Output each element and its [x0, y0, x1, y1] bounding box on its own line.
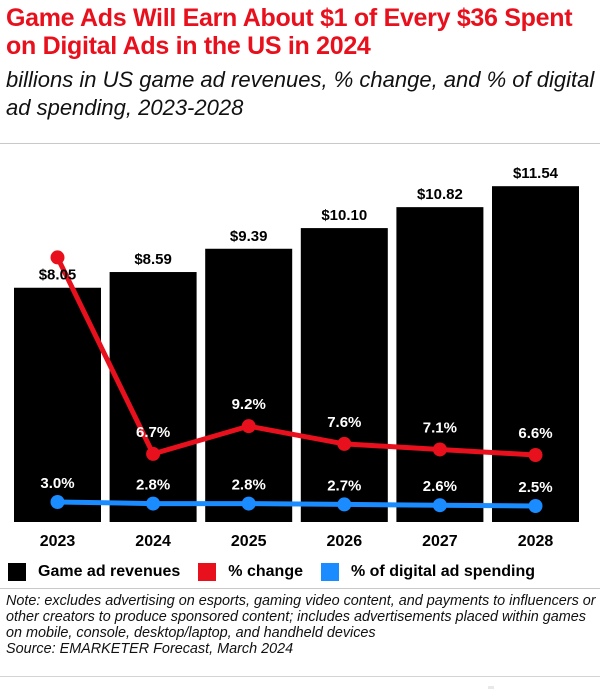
point-percent-digital-2027	[432, 498, 447, 513]
legend-label: % change	[228, 563, 303, 580]
point-percent-digital-2026	[337, 497, 352, 512]
percent-change-label-2027: 7.1%	[423, 419, 457, 436]
x-axis-ticks: 2023 2024 2025 2026 2027 2028	[40, 533, 554, 550]
bar-value-label-2023: $8.05	[39, 267, 77, 284]
bar-value-label-2025: $9.39	[230, 228, 268, 245]
label-group: $8.05 $8.59 $9.39 $10.10 $10.82 $11.54 24.4% 6.…	[36, 165, 558, 496]
x-tick-2026: 2026	[327, 533, 363, 550]
line-percent-digital	[55, 499, 538, 509]
x-tick-2027: 2027	[422, 533, 458, 550]
legend-item-game-ad-revenues: Game ad revenues	[8, 563, 180, 581]
point-percent-change-2025	[241, 419, 256, 434]
percent-digital-label-2025: 2.8%	[232, 477, 266, 494]
point-percent-digital-2025	[241, 496, 256, 511]
percent-change-label-2024: 6.7%	[136, 424, 170, 441]
footer-mark	[488, 686, 494, 689]
chart-area: $8.05 $8.59 $9.39 $10.10 $10.82 $11.54 24.4% 6.…	[14, 165, 579, 550]
point-percent-digital-2024	[146, 496, 161, 511]
bar-2025	[205, 248, 293, 522]
legend-swatch-red	[198, 563, 217, 581]
legend-swatch-black	[8, 563, 26, 581]
line-percent-change	[55, 254, 538, 458]
point-percent-change-2027	[432, 442, 447, 457]
legend-item-percent-change: % change	[198, 563, 303, 581]
bar-value-label-2026: $10.10	[321, 207, 367, 224]
x-tick-2025: 2025	[231, 533, 267, 550]
point-percent-digital-2028	[528, 499, 543, 513]
percent-change-label-2028: 6.6%	[518, 425, 552, 442]
legend: Game ad revenues % change % of digital a…	[8, 560, 598, 584]
percent-digital-label-2023: 3.0%	[40, 475, 74, 492]
x-tick-2024: 2024	[135, 533, 171, 550]
chart-title: Game Ads Will Earn About $1 of Every $36…	[6, 4, 573, 60]
percent-digital-label-2028: 2.5%	[518, 479, 552, 496]
percent-digital-label-2027: 2.6%	[423, 478, 457, 495]
percent-change-label-2025: 9.2%	[232, 396, 266, 413]
point-percent-change-2028	[528, 448, 543, 462]
bar-2028	[492, 186, 579, 522]
legend-swatch-blue	[320, 563, 339, 581]
percent-change-label-2026: 7.6%	[327, 414, 361, 431]
legend-label: % of digital ad spending	[350, 563, 535, 580]
bar-value-label-2024: $8.59	[134, 251, 172, 268]
chart-subtitle: billions in US game ad revenues, % chang…	[6, 67, 595, 120]
point-percent-change-2023	[50, 250, 65, 265]
note-text: Note: excludes advertising on esports, g…	[6, 593, 596, 641]
point-percent-change-2024	[146, 446, 161, 461]
bar-2026	[300, 228, 388, 522]
legend-label: Game ad revenues	[38, 563, 181, 580]
bar-value-label-2027: $10.82	[417, 186, 463, 203]
line-group	[50, 250, 543, 513]
notes-block: Note: excludes advertising on esports, g…	[6, 593, 596, 657]
source-text: Source: EMARKETER Forecast, March 2024	[6, 641, 294, 657]
x-tick-2028: 2028	[518, 533, 554, 550]
bar-value-label-2028: $11.54	[513, 165, 559, 182]
legend-item-percent-digital: % of digital ad spending	[320, 563, 535, 581]
point-percent-digital-2023	[50, 495, 65, 509]
percent-change-label-2023: 24.4%	[36, 227, 79, 244]
x-tick-2023: 2023	[40, 533, 76, 550]
bar-2023	[14, 287, 101, 522]
footer-divider	[0, 676, 600, 677]
divider	[0, 143, 600, 144]
bar-2027	[396, 207, 484, 522]
point-percent-change-2026	[337, 436, 352, 451]
percent-digital-label-2026: 2.7%	[327, 477, 361, 494]
bar-group	[14, 186, 579, 522]
percent-digital-label-2024: 2.8%	[136, 477, 170, 494]
divider	[0, 588, 600, 589]
